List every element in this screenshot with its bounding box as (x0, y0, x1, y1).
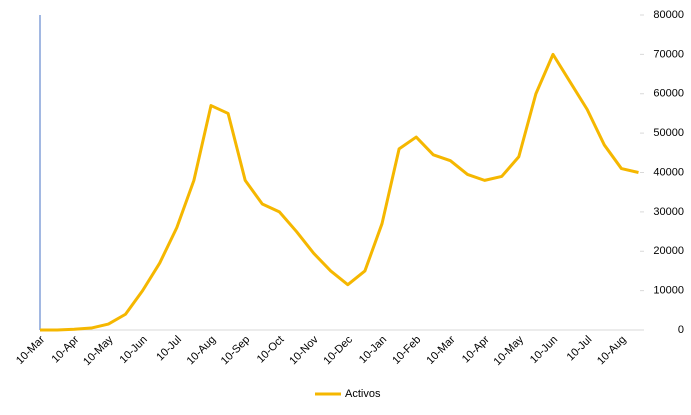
legend-label: Activos (345, 388, 381, 400)
y-tick-label: 20000 (653, 245, 684, 257)
y-tick-label: 60000 (653, 88, 684, 100)
y-tick-label: 0 (678, 324, 684, 336)
y-tick-label: 40000 (653, 166, 684, 178)
line-series (40, 52, 639, 332)
y-tick-label: 30000 (653, 206, 684, 218)
y-tick-label: 10000 (653, 285, 684, 297)
y-tick-label: 50000 (653, 127, 684, 139)
y-tick-label: 80000 (653, 9, 684, 21)
y-tick-label: 70000 (653, 48, 684, 60)
